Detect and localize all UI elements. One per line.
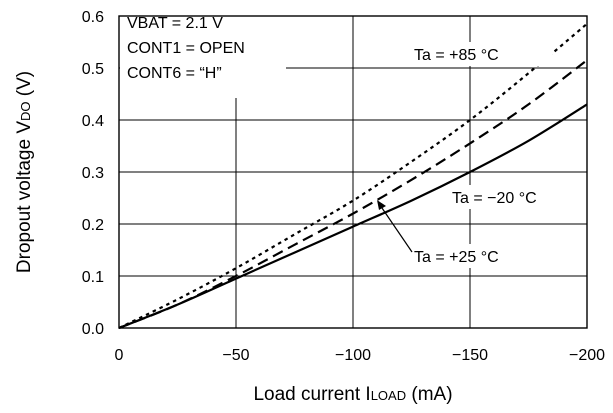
- plot-frame: [118, 15, 588, 329]
- x-axis-title: Load current ILOAD (mA): [253, 384, 452, 405]
- condition-vbat: VBAT = 2.1 V: [127, 15, 223, 32]
- x-tick-label: 0: [115, 347, 124, 364]
- label-ta-25: Ta = +25 °C: [414, 249, 499, 266]
- series-line-dotted: [118, 22, 588, 329]
- y-axis-title: Dropout voltage VDO (V): [14, 71, 35, 273]
- y-tick-label: 0.5: [82, 61, 104, 78]
- x-tick-label: −200: [569, 347, 605, 364]
- x-tick-label: −50: [222, 347, 249, 364]
- x-tick-label: −100: [335, 347, 371, 364]
- grid-lines: [119, 16, 587, 328]
- condition-cont6: CONT6 = “H”: [127, 65, 222, 82]
- series-line-solid: [118, 103, 588, 330]
- condition-cont1: CONT1 = OPEN: [127, 40, 245, 57]
- y-tick-label: 0.2: [82, 217, 104, 234]
- leader-arrow-ta-25: [377, 200, 413, 253]
- x-tick-labels: 0 −50 −100 −150 −200: [115, 347, 606, 364]
- series-group: [118, 22, 588, 330]
- y-tick-label: 0.3: [82, 165, 104, 182]
- y-tick-label: 0.1: [82, 269, 104, 286]
- y-tick-labels: 0.0 0.1 0.2 0.3 0.4 0.5 0.6: [82, 9, 104, 338]
- label-ta-minus20: Ta = −20 °C: [452, 190, 537, 207]
- y-tick-label: 0.4: [82, 113, 104, 130]
- y-tick-label: 0.6: [82, 9, 104, 26]
- y-tick-label: 0.0: [82, 321, 104, 338]
- x-tick-label: −150: [452, 347, 488, 364]
- label-ta-85: Ta = +85 °C: [414, 47, 499, 64]
- conditions-box: VBAT = 2.1 V CONT1 = OPEN CONT6 = “H”: [120, 10, 286, 98]
